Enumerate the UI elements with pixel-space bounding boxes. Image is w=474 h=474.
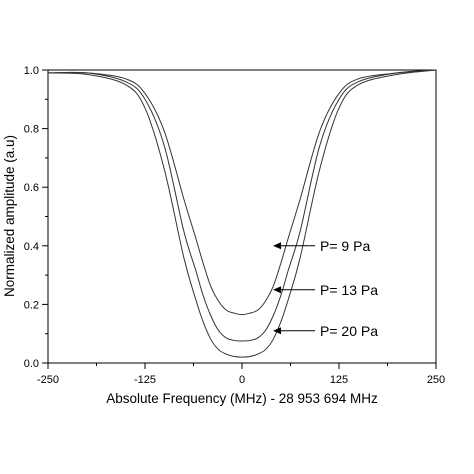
y-tick-label: 0.4	[24, 241, 39, 253]
plot-frame	[47, 69, 437, 364]
series-line-2	[47, 69, 437, 342]
y-tick-label: 0.2	[24, 299, 39, 311]
annotation-arrowhead-icon	[273, 327, 282, 335]
series-line-1	[47, 69, 437, 316]
x-axis-title: Absolute Frequency (MHz) - 28 953 694 MH…	[106, 391, 378, 406]
annotations: P= 9 Pa P= 13 Pa P= 20 Pa	[273, 238, 378, 339]
series-group	[47, 69, 437, 358]
x-tick-label: 250	[427, 374, 445, 386]
annotation-label: P= 20 Pa	[320, 323, 378, 339]
y-tick-label: 0.6	[24, 182, 39, 194]
x-tick-label: -125	[134, 374, 156, 386]
annotation-label: P= 13 Pa	[320, 282, 378, 298]
series-line-3	[47, 69, 437, 358]
y-axis-title: Normalized amplitude (a.u)	[2, 135, 17, 297]
y-tick-label: 0.0	[24, 358, 39, 370]
y-tick-label: 1.0	[24, 65, 39, 77]
x-tick-label: 0	[239, 374, 245, 386]
axes: -250 -125 0 125 250 0.0 0.2 0.4 0.6 0.8 1.0	[24, 65, 445, 386]
annotation-arrowhead-icon	[273, 242, 282, 250]
x-tick-label: 125	[330, 374, 348, 386]
y-tick-label: 0.8	[24, 124, 39, 136]
annotation-arrowhead-icon	[273, 286, 282, 294]
x-tick-label: -250	[37, 374, 59, 386]
annotation-label: P= 9 Pa	[320, 238, 370, 254]
